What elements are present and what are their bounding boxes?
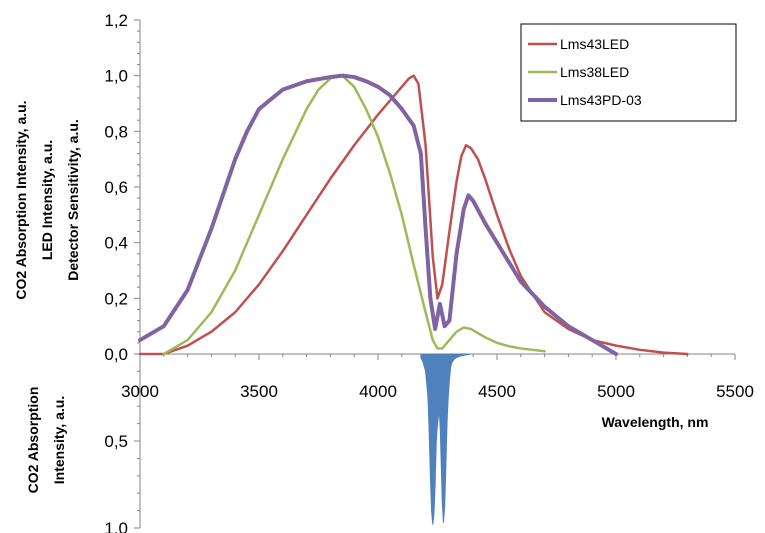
y-tick-label: 0,2 [104, 289, 128, 308]
legend-label-lms43led: Lms43LED [560, 36, 629, 52]
x-tick-label: 3500 [240, 382, 278, 401]
y-axis-title-upper-line: Detector Sensitivity, a.u. [65, 119, 81, 281]
x-tick-label: 4500 [478, 382, 516, 401]
legend-label-lms38led: Lms38LED [560, 64, 629, 80]
y-tick-label: 0,8 [104, 122, 128, 141]
legend-label-lms43pd-03: Lms43PD-03 [560, 92, 642, 108]
x-tick-label: 5500 [716, 382, 754, 401]
x-tick-label: 4000 [359, 382, 397, 401]
y-tick-label: 0,6 [104, 178, 128, 197]
plot-area: 0,0 0,2 0,4 0,6 0,8 1,0 1,2 0,5 1,0 3000 3500 4000 4… [104, 11, 754, 533]
y-tick-label: 1,2 [104, 11, 128, 30]
y-axis-title-lower-line: Intensity, a.u. [51, 396, 67, 484]
y-lower-tick-label: 0,5 [104, 432, 128, 451]
y-axis-title: CO2 Absorption Intensity, a.u. LED Intens… [13, 100, 81, 493]
y-axis-title-lower-line: CO2 Absorption [25, 387, 41, 494]
x-tick-label: 3000 [121, 382, 159, 401]
series-line-lms43led [138, 74, 689, 356]
x-tick-label: 5000 [597, 382, 635, 401]
y-tick-label: 0,0 [104, 345, 128, 364]
y-tick-label: 0,4 [104, 234, 128, 253]
y-axis-title-lower: CO2 Absorption Intensity, a.u. [25, 387, 67, 494]
series-line-lms38led [162, 74, 546, 356]
y-lower-tick-label: 1,0 [104, 519, 128, 533]
y-axis-title-upper-line: LED Intensity, a.u. [39, 140, 55, 260]
y-axis-title-upper: CO2 Absorption Intensity, a.u. LED Intens… [13, 100, 81, 299]
series-co2-absorption [420, 353, 471, 525]
x-axis-title: Wavelength, nm [602, 414, 709, 430]
legend: Lms43LED Lms38LED Lms43PD-03 [520, 23, 737, 122]
y-tick-label: 1,0 [104, 67, 128, 86]
y-axis-title-upper-line: CO2 Absorption Intensity, a.u. [13, 100, 29, 299]
series-line-lms43pd-03 [138, 73, 618, 356]
